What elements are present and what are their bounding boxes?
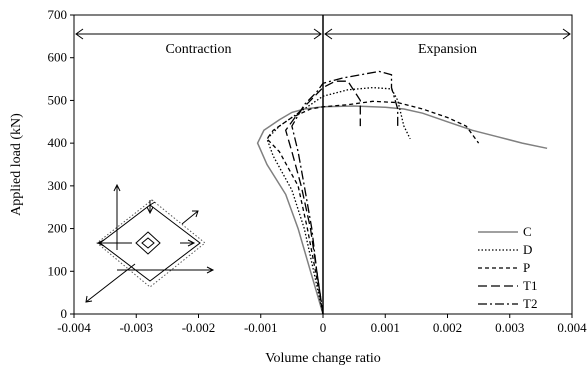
arrow-right-head — [206, 266, 215, 274]
x-axis: -0.004 -0.003 -0.002 -0.001 0 0.001 0.002 0.003… — [57, 314, 587, 335]
specimen-core — [135, 231, 161, 255]
x-tick-label: -0.004 — [57, 320, 91, 335]
legend-label-p: P — [523, 260, 530, 275]
series-line-c — [256, 105, 548, 315]
y-axis: 0 100 200 300 400 500 600 700 — [48, 7, 74, 321]
region-arrow-head — [562, 28, 571, 40]
series-line-t1 — [284, 80, 361, 315]
x-tick-label: -0.003 — [119, 320, 153, 335]
y-tick-label: 200 — [48, 221, 68, 236]
series-line-p — [266, 100, 480, 315]
y-tick-label: 0 — [61, 306, 68, 321]
legend-label-c: C — [523, 224, 532, 239]
y-tick-label: 400 — [48, 135, 68, 150]
region-label-contraction: Contraction — [165, 42, 231, 57]
arrow-sw-icon — [85, 263, 136, 303]
legend-label-d: D — [523, 242, 532, 257]
y-tick-label: 600 — [48, 50, 68, 65]
series-layer — [256, 70, 548, 315]
legend-label-t2: T2 — [523, 296, 537, 311]
specimen-core-inner — [141, 237, 155, 249]
x-tick-label: 0.002 — [433, 320, 462, 335]
region-arrow-head — [324, 28, 333, 40]
region-label-expansion: Expansion — [418, 42, 477, 57]
y-tick-label: 500 — [48, 92, 68, 107]
x-tick-label: -0.001 — [244, 320, 278, 335]
y-tick-label: 700 — [48, 7, 68, 22]
arrow-sw-head — [85, 295, 93, 303]
x-tick-label: 0 — [320, 320, 327, 335]
region-arrow-head — [313, 28, 322, 40]
x-tick-label: 0.003 — [495, 320, 524, 335]
x-tick-label: 0.004 — [557, 320, 587, 335]
y-axis-label: Applied load (kN) — [9, 113, 24, 216]
legend: CDP T1 T2 — [478, 224, 537, 311]
arrow-ne-head — [192, 210, 199, 218]
y-tick-label: 100 — [48, 263, 68, 278]
arrow-up-head — [113, 183, 121, 192]
y-tick-label: 300 — [48, 178, 68, 193]
specimen-edge — [149, 201, 156, 206]
region-arrow-head — [75, 28, 84, 40]
series-line-t2 — [291, 70, 399, 315]
x-tick-label: 0.001 — [371, 320, 400, 335]
specimen-deformation-sketch — [85, 183, 215, 303]
x-axis-label: Volume change ratio — [265, 351, 381, 366]
legend-label-t1: T1 — [523, 278, 537, 293]
arrow-right-small-head — [187, 239, 196, 247]
arrow-ne-icon — [181, 210, 199, 225]
arrow-down-head — [146, 206, 154, 215]
x-tick-label: -0.002 — [182, 320, 216, 335]
arrow-left-head — [96, 239, 105, 247]
